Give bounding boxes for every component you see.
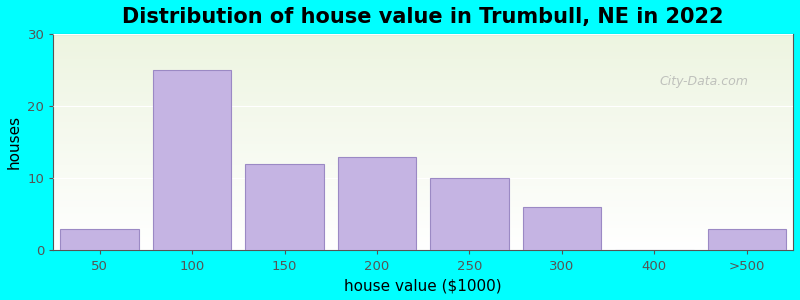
Y-axis label: houses: houses xyxy=(7,115,22,169)
Title: Distribution of house value in Trumbull, NE in 2022: Distribution of house value in Trumbull,… xyxy=(122,7,724,27)
Bar xyxy=(246,164,324,250)
Bar xyxy=(522,207,602,250)
Bar xyxy=(60,229,139,250)
Bar xyxy=(338,157,416,250)
Bar xyxy=(153,70,231,250)
Bar xyxy=(430,178,509,250)
X-axis label: house value ($1000): house value ($1000) xyxy=(345,278,502,293)
Bar xyxy=(707,229,786,250)
Text: City-Data.com: City-Data.com xyxy=(660,75,749,88)
